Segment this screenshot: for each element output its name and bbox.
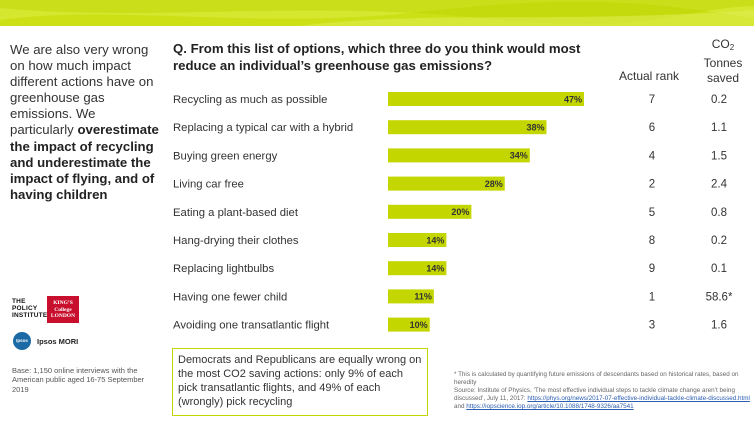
kings-college-logo: KING’S College LONDON	[47, 296, 79, 323]
category-label: Eating a plant-based diet	[173, 207, 299, 219]
intro-text: We are also very wrong on how much impac…	[10, 42, 160, 203]
category-label: Replacing a typical car with a hybrid	[173, 122, 353, 134]
bar-value-label: 20%	[451, 207, 469, 217]
bar-value-label: 34%	[510, 151, 528, 161]
chart-row: Replacing lightbulbs 14% 9 0.1	[173, 261, 727, 276]
intro-plain: We are also very wrong on how much impac…	[10, 42, 154, 138]
header-band	[0, 0, 754, 26]
bar	[388, 204, 472, 219]
bar	[388, 317, 430, 332]
bar	[388, 148, 530, 163]
footnote-line-2: Source: Institute of Physics, ‘The most …	[454, 387, 750, 411]
bar-value-label: 14%	[426, 235, 444, 245]
intro-emphasis: overestimate the impact of recycling and…	[10, 122, 159, 202]
category-label: Replacing lightbulbs	[173, 263, 274, 275]
bar	[388, 176, 505, 191]
actual-rank-value: 6	[649, 122, 655, 134]
base-note: Base: 1,150 online interviews with the A…	[12, 366, 145, 394]
bar-value-label: 38%	[526, 123, 544, 133]
kings-logo-line-1: KING’S	[53, 300, 73, 306]
category-label: Avoiding one transatlantic flight	[173, 320, 330, 332]
chart-row: Buying green energy 34% 4 1.5	[173, 148, 727, 163]
survey-question: Q. From this list of options, which thre…	[173, 41, 581, 73]
co2-saved-value: 0.2	[711, 94, 727, 106]
chart-row: Living car free 28% 2 2.4	[173, 176, 728, 191]
actual-rank-value: 9	[649, 263, 655, 275]
co2-saved-value: 0.8	[711, 207, 727, 219]
kings-logo-line-3: LONDON	[50, 313, 76, 319]
footnote-line-1: * This is calculated by quantifying futu…	[454, 371, 739, 387]
ipsos-logo-icon: Ipsos	[13, 332, 31, 350]
policy-logo-line-1: THE	[12, 298, 26, 305]
co2-saved-value: 1.1	[711, 122, 727, 134]
policy-logo-line-3: INSTITUTE	[12, 312, 48, 319]
co2-header-main: CO	[711, 37, 730, 51]
chart-row: Avoiding one transatlantic flight 10% 3 1.6	[173, 317, 727, 332]
actual-rank-value: 1	[649, 291, 655, 303]
chart-row: Recycling as much as possible 47% 7 0.2	[173, 92, 727, 106]
co2-saved-value: 0.2	[711, 235, 727, 247]
callout-box: Democrats and Republicans are equally wr…	[172, 348, 428, 416]
actual-rank-value: 8	[649, 235, 655, 247]
co2-saved-value: 1.6	[711, 320, 727, 332]
chart-row: Replacing a typical car with a hybrid 38%…	[173, 120, 727, 135]
bar-value-label: 28%	[485, 179, 503, 189]
ipsos-mori-logo-text: Ipsos MORI	[37, 337, 79, 346]
policy-logo-line-2: POLICY	[12, 305, 38, 312]
footnote-source: Source: Institute of Physics, ‘The most …	[454, 387, 735, 403]
co2-saved-value: 1.5	[711, 150, 727, 162]
category-label: Buying green energy	[173, 150, 278, 162]
footnote-and: and	[454, 403, 467, 411]
actual-rank-header: Actual rank	[618, 69, 680, 83]
chart-row: Having one fewer child 11% 1 58.6*	[173, 289, 733, 304]
actual-rank-value: 7	[649, 94, 655, 106]
chart-row: Hang-drying their clothes 14% 8 0.2	[173, 233, 727, 247]
bar-value-label: 47%	[564, 94, 582, 104]
bar	[388, 92, 584, 106]
actual-rank-value: 5	[649, 207, 655, 219]
footnote-link-1[interactable]: https://phys.org/news/2017-07-effective-…	[527, 395, 750, 403]
actual-rank-value: 3	[649, 320, 655, 332]
policy-institute-logo: THE POLICY INSTITUTE	[12, 298, 47, 319]
category-label: Recycling as much as possible	[173, 94, 327, 106]
bar	[388, 120, 547, 135]
bar	[388, 289, 434, 304]
bar	[388, 261, 447, 276]
co2-saved-header: CO2 Tonnes saved	[691, 37, 754, 87]
co2-saved-value: 58.6*	[706, 291, 733, 303]
bar-value-label: 14%	[426, 264, 444, 274]
co2-saved-value: 2.4	[711, 179, 728, 191]
category-label: Hang-drying their clothes	[173, 235, 299, 247]
category-label: Living car free	[173, 179, 244, 191]
co2-header-subscript: 2	[729, 43, 735, 52]
actual-rank-value: 4	[649, 150, 656, 162]
bar-value-label: 11%	[414, 292, 432, 302]
chart-row: Eating a plant-based diet 20% 5 0.8	[173, 204, 727, 219]
bar-value-label: 10%	[410, 320, 428, 330]
bar	[388, 233, 447, 247]
footnote-link-2[interactable]: https://iopscience.iop.org/article/10.10…	[466, 403, 634, 411]
kings-logo-line-2: College	[54, 306, 72, 313]
co2-saved-value: 0.1	[711, 263, 727, 275]
actual-rank-value: 2	[649, 179, 655, 191]
footnote: * This is calculated by quantifying futu…	[454, 371, 750, 411]
category-label: Having one fewer child	[173, 291, 287, 303]
co2-header-rest: Tonnes saved	[703, 55, 743, 86]
